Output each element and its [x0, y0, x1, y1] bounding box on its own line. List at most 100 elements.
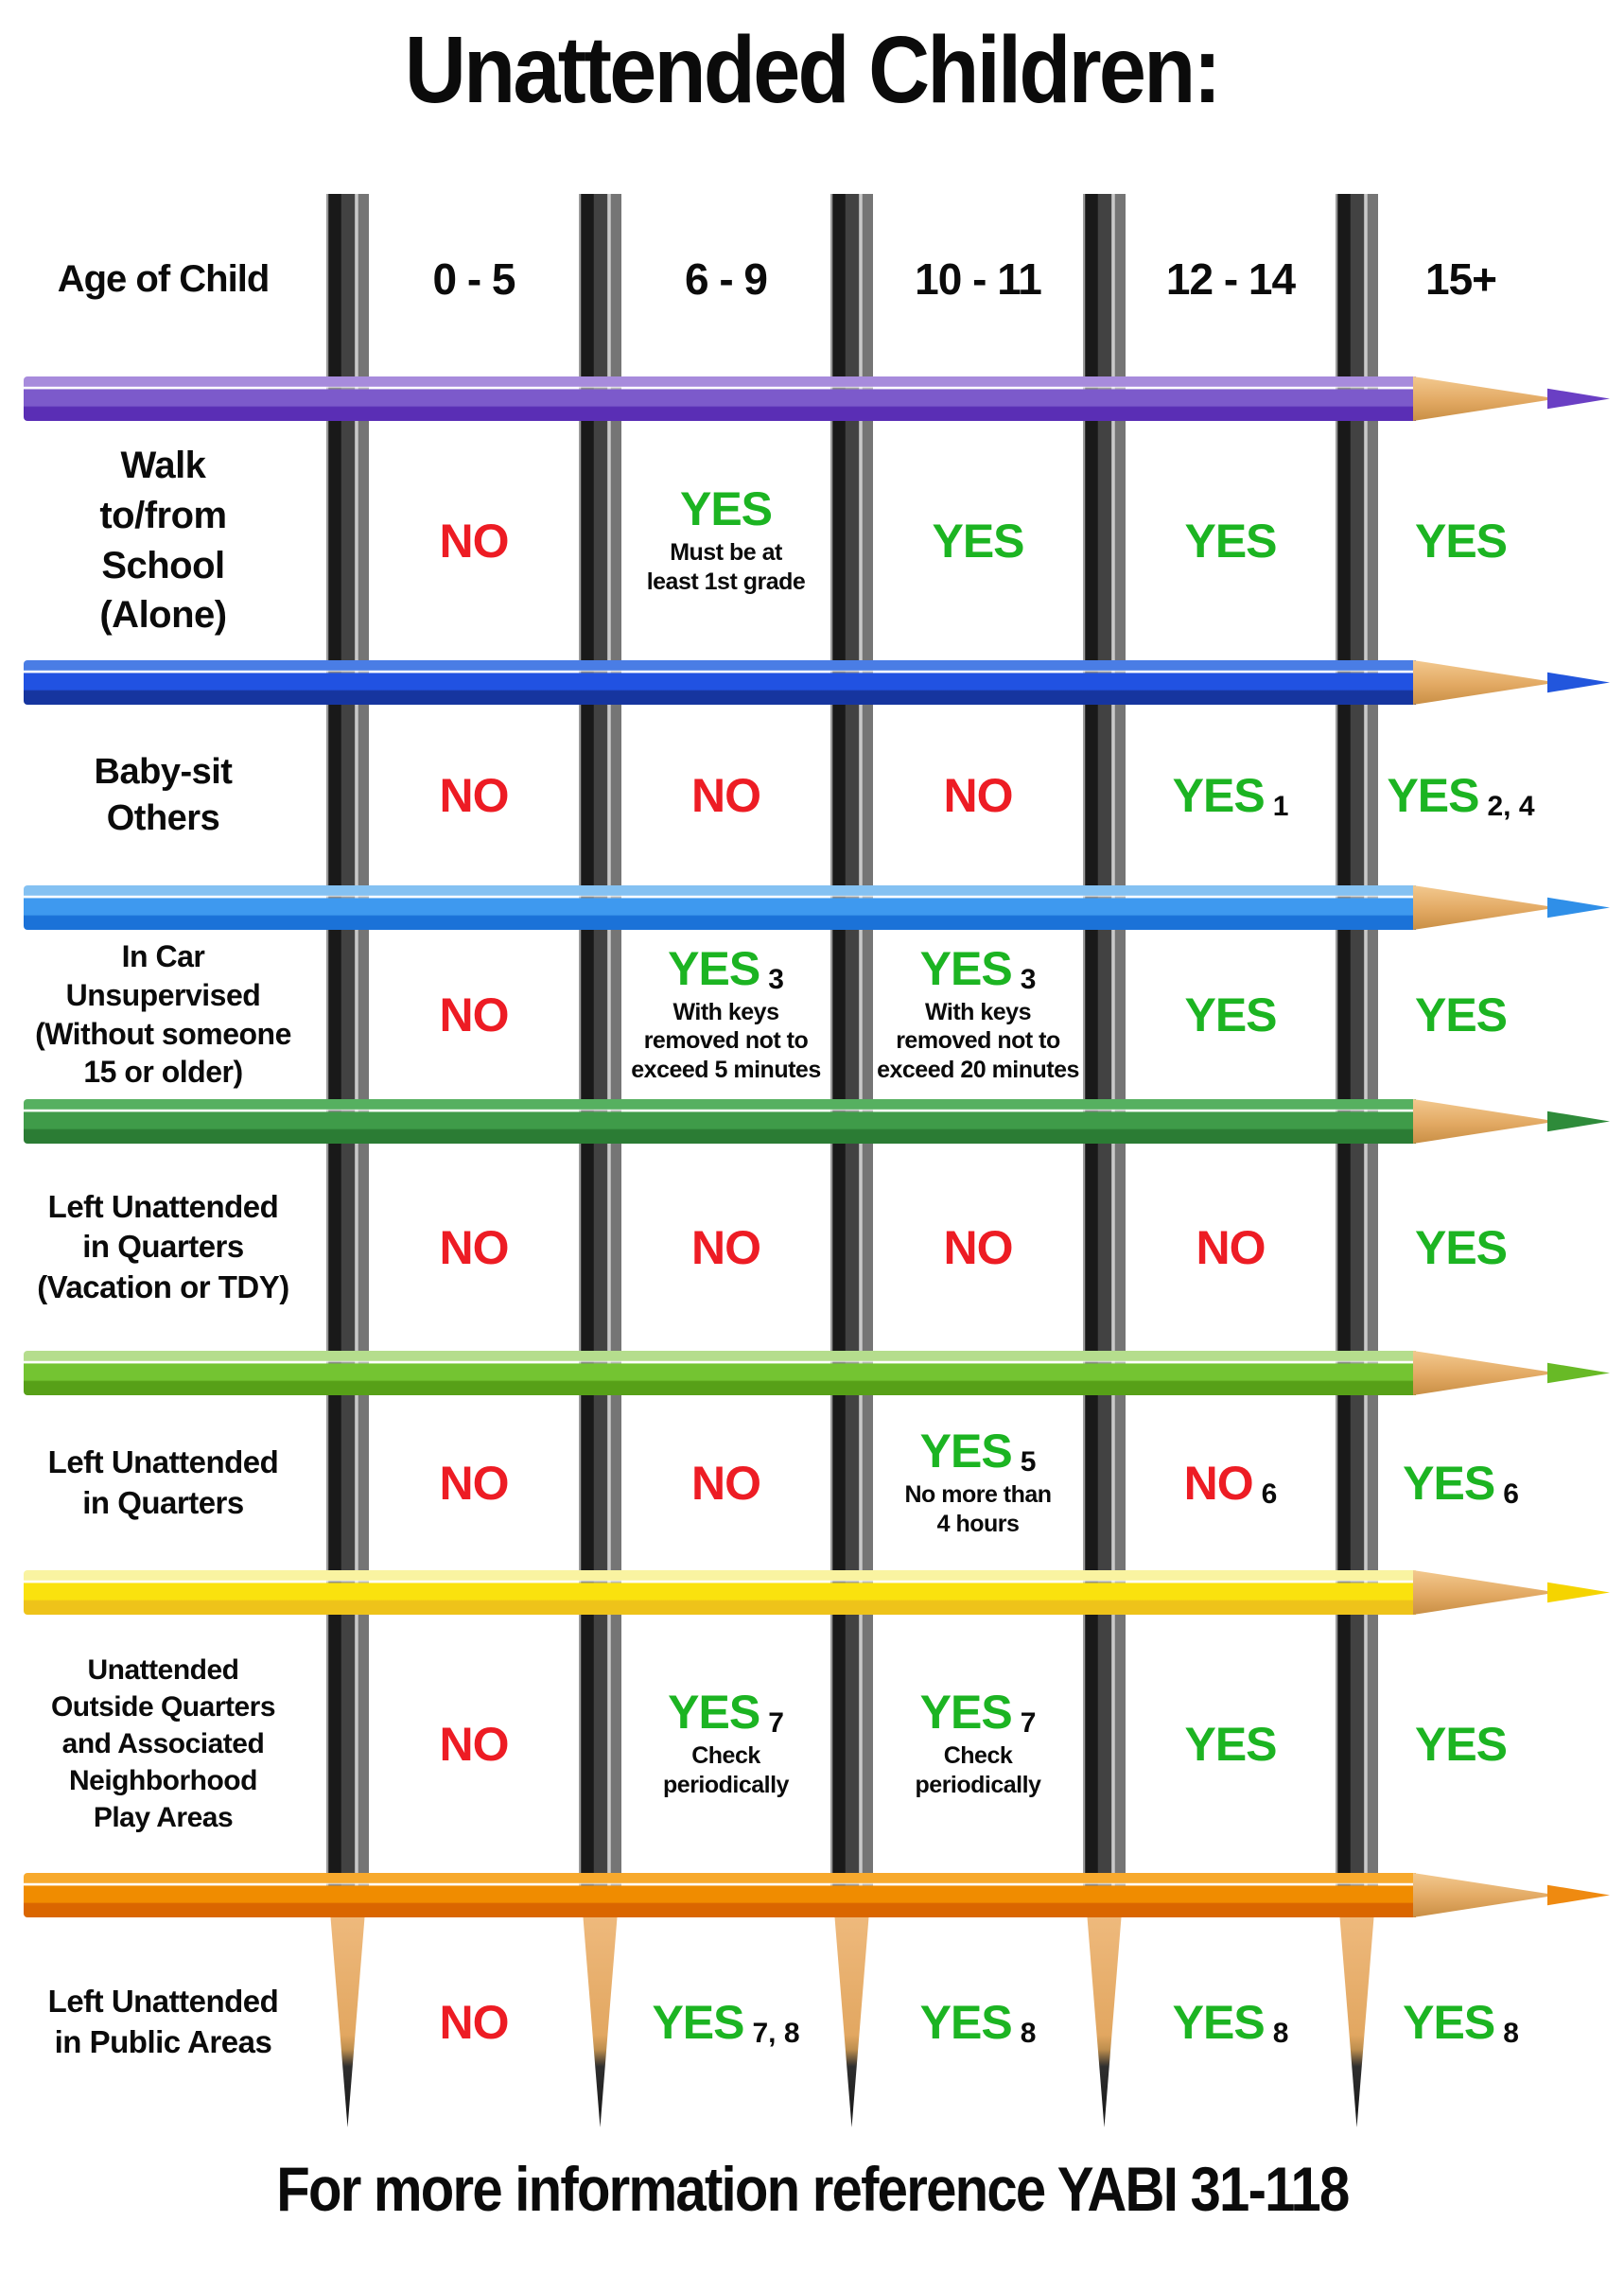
verdict-text: NO [691, 1220, 761, 1274]
footnote-ref: 1 [1272, 790, 1289, 822]
pencil-body [24, 376, 1416, 421]
row-label: Walk to/from School (Alone) [99, 444, 227, 637]
verdict-text: NO [691, 768, 761, 822]
cell: YES 8 [1378, 1917, 1624, 2126]
row-label: In Car Unsupervised (Without someone 15 … [35, 938, 291, 1090]
pencil-body [24, 660, 1416, 705]
table-row-left-unattended-quarters: Left Unattended in Quarters NO NO YES 5 No… [0, 1395, 1624, 1570]
verdict-text: NO [439, 1717, 510, 1771]
footnote-ref: 7, 8 [752, 2017, 800, 2049]
pencil-point-icon [1547, 1362, 1610, 1384]
cell: NO [621, 1395, 830, 1570]
verdict-note: With keys removed not to exceed 5 minute… [631, 998, 821, 1083]
footnote-ref: 3 [768, 963, 784, 995]
cell: YES [1378, 1144, 1624, 1351]
row-divider-pencil-purple [0, 376, 1624, 421]
row-label: Left Unattended in Quarters (Vacation or… [37, 1189, 289, 1304]
pencil-wood-icon [1413, 1570, 1557, 1615]
cell: NO [369, 1615, 579, 1873]
verdict-text: YES [919, 941, 1013, 995]
footnote-ref: 6 [1503, 1478, 1519, 1510]
cell: YES [1378, 1615, 1624, 1873]
footnote-ref: 7 [1020, 1707, 1037, 1739]
pencil-point-icon [1547, 897, 1610, 918]
cell: YES 3 With keys removed not to exceed 5 mi… [621, 930, 830, 1099]
row-divider-pencil-lime [0, 1351, 1624, 1395]
cell: NO [621, 1144, 830, 1351]
header-row: Age of Child 0 - 5 6 - 9 10 - 11 12 - 14… [0, 218, 1624, 341]
verdict-note: No more than 4 hours [904, 1481, 1052, 1537]
cell: YES Must be at least 1st grade [621, 421, 830, 660]
cell: NO [369, 1144, 579, 1351]
table-row-outside-quarters: Unattended Outside Quarters and Associat… [0, 1615, 1624, 1873]
pencil-point-icon [1547, 672, 1610, 693]
pencil-wood-icon [1413, 376, 1557, 421]
verdict-text: YES [652, 1995, 744, 2049]
verdict-text: YES [1184, 1717, 1277, 1771]
verdict-text: NO [1196, 1220, 1266, 1274]
pencil-body [24, 885, 1416, 930]
row-label: Left Unattended in Quarters [47, 1444, 279, 1520]
pencil-body [24, 1570, 1416, 1615]
table-row-in-car-unsupervised: In Car Unsupervised (Without someone 15 … [0, 930, 1624, 1099]
cell: NO [621, 705, 830, 885]
footnote-ref: 6 [1261, 1478, 1278, 1510]
cell: NO [369, 705, 579, 885]
verdict-text: NO [439, 768, 510, 822]
column-header-6-9: 6 - 9 [684, 254, 768, 304]
cell: YES [1378, 421, 1624, 660]
pencil-wood-icon [1413, 660, 1557, 705]
cell: YES 7 Check periodically [873, 1615, 1083, 1873]
cell: YES 7 Check periodically [621, 1615, 830, 1873]
verdict-text: YES [668, 941, 760, 995]
verdict-note: With keys removed not to exceed 20 minut… [877, 998, 1079, 1083]
row-divider-pencil-lightblue [0, 885, 1624, 930]
pencil-point-icon [1547, 1582, 1610, 1603]
age-of-child-header: Age of Child [0, 218, 326, 341]
footnote-ref: 8 [1020, 2017, 1037, 2049]
row-divider-pencil-orange [0, 1873, 1624, 1917]
verdict-text: YES [679, 482, 773, 535]
cell: YES 6 [1378, 1395, 1624, 1570]
table-row-walk-to-school: Walk to/from School (Alone) NO YES Must b… [0, 421, 1624, 660]
pencil-wood-icon [1413, 1351, 1557, 1395]
cell: NO [369, 421, 579, 660]
column-header-0-5: 0 - 5 [432, 254, 515, 304]
verdict-text: YES [932, 514, 1024, 568]
cell: YES 2, 4 [1378, 705, 1624, 885]
verdict-text: NO [439, 1456, 510, 1510]
cell: YES 8 [873, 1917, 1083, 2126]
cell: YES 8 [1126, 1917, 1336, 2126]
verdict-text: NO [691, 1456, 761, 1510]
verdict-text: NO [439, 514, 510, 568]
age-of-child-label: Age of Child [57, 257, 271, 300]
verdict-text: NO [943, 768, 1014, 822]
pencil-wood-icon [1413, 1873, 1557, 1917]
column-divider-pencil-4 [1083, 194, 1126, 1917]
cell: YES [1126, 930, 1336, 1099]
cell: NO [369, 1395, 579, 1570]
footnote-ref: 3 [1020, 963, 1037, 995]
verdict-text: YES [1184, 514, 1277, 568]
cell: YES 1 [1126, 705, 1336, 885]
column-header-15plus: 15+ [1424, 254, 1497, 304]
verdict-text: YES [1184, 988, 1277, 1041]
verdict-text: YES [1387, 768, 1479, 822]
pencil-point-icon [1547, 388, 1610, 410]
cell: NO 6 [1126, 1395, 1336, 1570]
cell: YES 5 No more than 4 hours [873, 1395, 1083, 1570]
cell: YES [1378, 930, 1624, 1099]
verdict-text: YES [1172, 768, 1266, 822]
verdict-note: Check periodically [915, 1742, 1041, 1798]
table-row-public-areas: Left Unattended in Public Areas NO YES 7,… [0, 1917, 1624, 2126]
row-label: Unattended Outside Quarters and Associat… [50, 1654, 276, 1833]
verdict-text: NO [1183, 1456, 1254, 1510]
verdict-text: YES [919, 1995, 1013, 2049]
verdict-text: YES [919, 1425, 1013, 1478]
footer-reference: For more information reference YABI 31-1… [0, 2156, 1624, 2222]
table-row-left-unattended-vacation: Left Unattended in Quarters (Vacation or… [0, 1144, 1624, 1351]
verdict-text: NO [439, 1995, 510, 2049]
column-divider-pencil-2 [579, 194, 621, 1917]
pencil-point-icon [1547, 1884, 1610, 1906]
